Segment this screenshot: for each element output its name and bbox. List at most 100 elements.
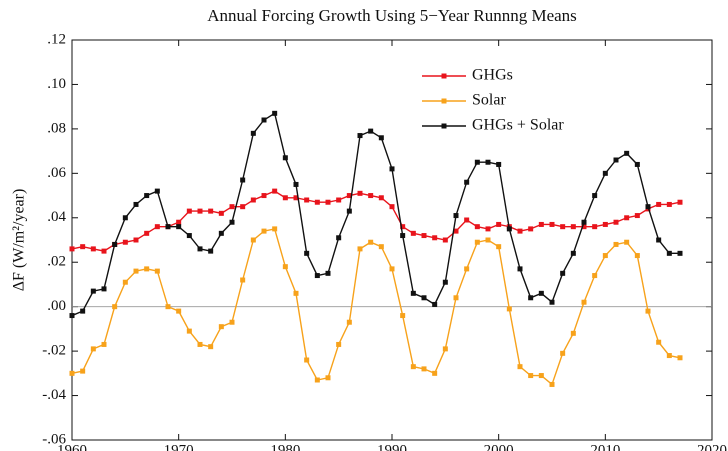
point [656, 237, 662, 243]
point [133, 237, 139, 243]
point [677, 250, 683, 256]
point [240, 204, 246, 210]
point [624, 215, 630, 221]
y-tick-label: -.02 [42, 343, 66, 359]
y-tick-label: .04 [47, 209, 66, 225]
point [186, 328, 192, 334]
point [325, 375, 331, 381]
point [549, 221, 555, 227]
point [656, 201, 662, 207]
point [218, 210, 224, 216]
point [645, 308, 651, 314]
point [325, 270, 331, 276]
point [560, 350, 566, 356]
point [570, 250, 576, 256]
point [453, 295, 459, 301]
point [432, 235, 438, 241]
point [656, 339, 662, 345]
point [282, 155, 288, 161]
point [197, 246, 203, 252]
point [293, 181, 299, 187]
point [250, 237, 256, 243]
point [357, 133, 363, 139]
point [442, 346, 448, 352]
point [624, 239, 630, 245]
point [389, 166, 395, 172]
series-line [71, 228, 681, 386]
point [250, 197, 256, 203]
point [517, 228, 523, 234]
point [570, 224, 576, 230]
point [165, 304, 171, 310]
point [432, 301, 438, 307]
point [261, 193, 267, 199]
point [272, 188, 278, 194]
x-tick-label: 1990 [377, 442, 407, 451]
point [133, 268, 139, 274]
point [485, 226, 491, 232]
point [229, 319, 235, 325]
point [218, 230, 224, 236]
point [528, 295, 534, 301]
point [453, 228, 459, 234]
y-tick-label: .06 [47, 165, 66, 181]
point [101, 286, 107, 292]
point [442, 237, 448, 243]
point [336, 341, 342, 347]
y-tick-label: .12 [47, 31, 66, 47]
point [304, 250, 310, 256]
legend-label: GHGs + Solar [472, 117, 564, 134]
point [613, 241, 619, 247]
legend-marker [441, 73, 447, 79]
y-tick-label: .08 [47, 120, 66, 136]
y-tick-label: .10 [47, 76, 66, 92]
legend-marker [441, 123, 447, 129]
point [410, 230, 416, 236]
point [336, 235, 342, 241]
point [176, 224, 182, 230]
point [208, 344, 214, 350]
point [666, 201, 672, 207]
point [464, 217, 470, 223]
point [272, 226, 278, 232]
point [197, 341, 203, 347]
point [400, 224, 406, 230]
y-axis-label: ΔF (W/m²/year) [11, 189, 28, 292]
x-tick-label: 2000 [484, 442, 514, 451]
point [144, 266, 150, 272]
point [368, 193, 374, 199]
y-tick-label: -.04 [42, 387, 66, 403]
point [90, 288, 96, 294]
point [186, 208, 192, 214]
point [69, 246, 75, 252]
point [144, 193, 150, 199]
point [197, 208, 203, 214]
point [144, 230, 150, 236]
y-tick-label: -.06 [42, 431, 66, 447]
point [229, 204, 235, 210]
y-tick-label: .02 [47, 254, 66, 270]
point [474, 239, 480, 245]
point [538, 290, 544, 296]
point [378, 135, 384, 141]
point [677, 355, 683, 361]
x-tick-label: 2010 [590, 442, 620, 451]
point [346, 193, 352, 199]
point [538, 221, 544, 227]
point [602, 221, 608, 227]
point [378, 244, 384, 250]
point [336, 197, 342, 203]
point [421, 366, 427, 372]
point [154, 188, 160, 194]
point [400, 233, 406, 239]
point [176, 219, 182, 225]
point [368, 239, 374, 245]
point [400, 313, 406, 319]
point [208, 248, 214, 254]
point [677, 199, 683, 205]
series-line [71, 190, 681, 252]
point [80, 308, 86, 314]
point [69, 370, 75, 376]
point [176, 308, 182, 314]
